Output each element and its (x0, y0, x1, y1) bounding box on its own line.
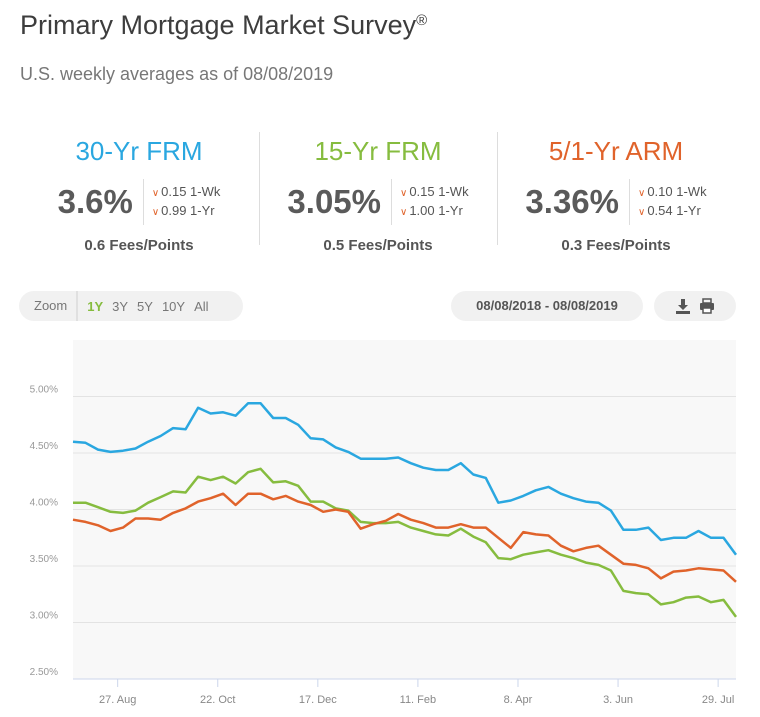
fees-points: 0.3 Fees/Points (561, 237, 671, 254)
divider (259, 132, 260, 245)
x-tick-label: 27. Aug (99, 694, 136, 706)
down-arrow-icon: ∨ (151, 207, 160, 218)
yearly-change: 1.00 1-Yr (409, 203, 463, 218)
series-line-30-yr-frm (72, 402, 738, 556)
zoom-1y-button[interactable]: 1Y (87, 298, 104, 314)
fees-points: 0.5 Fees/Points (323, 237, 433, 254)
page-title: Primary Mortgage Market Survey® (20, 10, 427, 41)
y-tick-label: 3.50% (30, 554, 58, 565)
rate-name: 15-Yr FRM (314, 136, 442, 166)
down-arrow-icon: ∨ (400, 188, 408, 199)
y-tick-label: 4.00% (30, 498, 58, 509)
date-range-button[interactable]: 08/08/2018 - 08/08/2019 (451, 291, 643, 321)
down-arrow-icon: ∨ (151, 188, 160, 199)
weekly-change: 0.10 1-Wk (647, 184, 707, 199)
zoom-selector: Zoom 1Y 3Y 5Y 10Y All (19, 291, 243, 321)
rate-card: 5/1-Yr ARM 3.36% ∨ 0.10 1-Wk ∨ 0.54 1-Yr 0… (497, 132, 735, 254)
down-arrow-icon: ∨ (638, 207, 646, 218)
x-tick-label: 17. Dec (299, 694, 337, 706)
x-tick-label: 3. Jun (603, 694, 633, 706)
series-line-15-yr-frm (73, 467, 738, 618)
registered-mark: ® (416, 12, 428, 29)
y-tick-label: 5.00% (30, 385, 58, 396)
y-tick-label: 2.50% (30, 667, 58, 678)
rate-card: 15-Yr FRM 3.05% ∨ 0.15 1-Wk ∨ 1.00 1-Yr 0.… (259, 132, 497, 254)
rate-name: 30-Yr FRM (75, 136, 203, 166)
fees-points: 0.6 Fees/Points (84, 237, 194, 254)
rate-value: 3.36% (525, 179, 630, 225)
rate-value: 3.05% (287, 179, 392, 225)
zoom-3y-button[interactable]: 3Y (112, 298, 129, 314)
print-icon[interactable] (699, 298, 715, 314)
divider (497, 132, 498, 245)
rate-name: 5/1-Yr ARM (548, 136, 684, 166)
yearly-change: 0.54 1-Yr (647, 203, 701, 218)
x-tick-label: 29. Jul (702, 694, 734, 706)
down-arrow-icon: ∨ (400, 207, 408, 218)
zoom-5y-button[interactable]: 5Y (137, 298, 153, 314)
download-icon[interactable] (675, 298, 691, 314)
weekly-change: 0.15 1-Wk (409, 184, 469, 199)
export-tools (654, 291, 736, 321)
x-tick-label: 11. Feb (400, 694, 437, 706)
rate-chart: 2.50% 3.00% 3.50% 4.00% 4.50% 5.00% 27. Aug 22.… (30, 340, 738, 706)
title-text: Primary Mortgage Market Survey (20, 10, 417, 40)
yearly-change: 0.99 1-Yr (161, 203, 215, 218)
down-arrow-icon: ∨ (638, 188, 646, 199)
zoom-10y-button[interactable]: 10Y (161, 298, 186, 314)
x-tick-label: 8. Apr (504, 694, 533, 706)
x-tick-label: 22. Oct (200, 694, 235, 706)
series-line-5-1-yr-arm (72, 492, 737, 583)
weekly-change: 0.15 1-Wk (161, 184, 221, 199)
subtitle: U.S. weekly averages as of 08/08/2019 (20, 64, 334, 84)
zoom-all-button[interactable]: All (194, 298, 209, 314)
rate-card: 30-Yr FRM 3.6% ∨ 0.15 1-Wk ∨ 0.99 1-Yr 0.6… (20, 132, 258, 254)
zoom-label: Zoom (19, 291, 79, 321)
rate-value: 3.6% (58, 179, 144, 225)
y-tick-label: 3.00% (30, 611, 58, 622)
y-tick-label: 4.50% (30, 441, 58, 452)
